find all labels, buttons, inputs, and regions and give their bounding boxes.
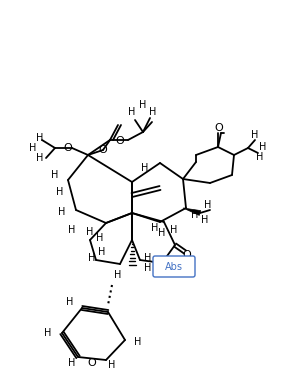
Text: H: H — [170, 225, 178, 235]
Text: H: H — [68, 225, 76, 235]
Text: H: H — [191, 210, 199, 220]
Text: H: H — [141, 163, 149, 173]
Text: H: H — [259, 142, 267, 152]
Text: O: O — [99, 145, 107, 155]
Text: H: H — [134, 337, 142, 347]
Text: H: H — [36, 153, 44, 163]
Text: H: H — [36, 133, 44, 143]
Text: O: O — [183, 250, 191, 260]
Text: O: O — [64, 143, 72, 153]
Text: H: H — [149, 107, 157, 117]
Text: H: H — [204, 200, 212, 210]
Text: H: H — [96, 233, 104, 243]
Polygon shape — [183, 208, 201, 215]
Text: H: H — [108, 360, 116, 370]
Text: H: H — [51, 170, 59, 180]
Text: H: H — [144, 263, 152, 273]
Text: O: O — [215, 123, 223, 133]
Text: H: H — [58, 207, 66, 217]
Text: Abs: Abs — [165, 261, 183, 272]
Text: O: O — [87, 358, 96, 368]
Text: H: H — [29, 143, 37, 153]
Text: H: H — [139, 100, 147, 110]
Text: H: H — [88, 253, 96, 263]
Text: H: H — [98, 247, 106, 257]
Text: H: H — [114, 270, 122, 280]
Text: H: H — [44, 328, 52, 338]
Text: H: H — [56, 187, 64, 197]
Text: H: H — [256, 152, 264, 162]
Text: O: O — [116, 136, 124, 146]
Text: H: H — [66, 297, 74, 307]
Text: H: H — [86, 227, 94, 237]
FancyBboxPatch shape — [153, 256, 195, 277]
Text: H: H — [68, 358, 76, 368]
Text: H: H — [151, 223, 159, 233]
Text: H: H — [251, 130, 259, 140]
Text: H: H — [144, 253, 152, 263]
Text: H: H — [128, 107, 136, 117]
Text: H: H — [158, 228, 166, 238]
Text: H: H — [201, 215, 209, 225]
